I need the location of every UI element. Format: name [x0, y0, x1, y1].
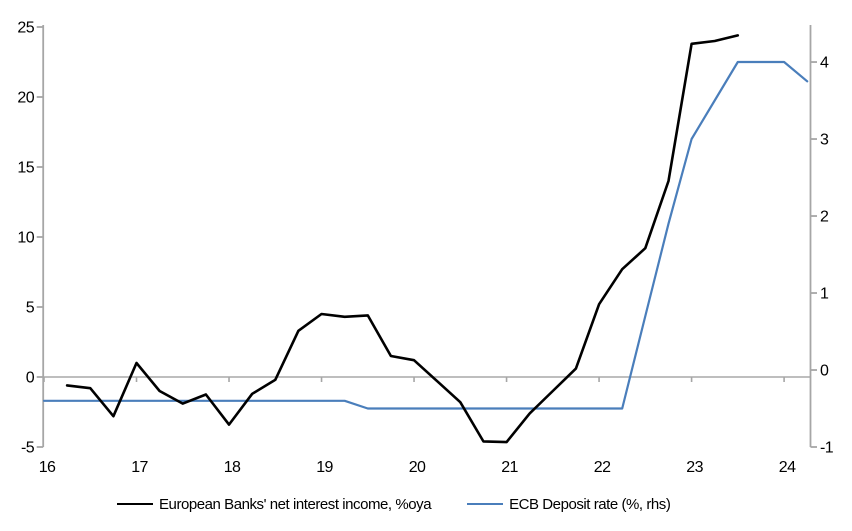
legend-label-net-interest-income: European Banks' net interest income, %oy… — [159, 495, 432, 513]
x-axis-tick-label: 20 — [409, 459, 426, 476]
left-axis-tick-label: -5 — [21, 440, 35, 457]
x-axis-tick-label: 16 — [39, 459, 56, 476]
legend-item-ecb-deposit-rate: ECB Deposit rate (%, rhs) — [467, 495, 671, 513]
left-axis-tick-label: 5 — [26, 300, 35, 317]
x-axis-tick-label: 18 — [224, 459, 241, 476]
right-axis-tick-label: 3 — [820, 132, 829, 149]
legend: European Banks' net interest income, %oy… — [0, 483, 852, 525]
series-line-net-interest-income — [65, 34, 740, 444]
left-axis-tick-label: 10 — [17, 230, 34, 247]
x-axis: 16 17 18 19 20 21 22 23 24 — [39, 377, 797, 476]
x-axis-tick-label: 24 — [779, 459, 796, 476]
series-line-ecb-deposit-rate — [42, 60, 809, 410]
legend-line-swatch-black — [117, 502, 153, 506]
right-axis-tick-label: 4 — [820, 55, 829, 72]
right-axis-tick-label: 1 — [820, 286, 829, 303]
x-axis-tick-label: 17 — [131, 459, 148, 476]
left-axis: -5 0 5 10 15 20 25 — [17, 20, 45, 457]
legend-line-swatch-blue — [467, 502, 504, 506]
x-axis-tick-label: 23 — [686, 459, 703, 476]
x-axis-tick-label: 22 — [594, 459, 611, 476]
legend-item-net-interest-income: European Banks' net interest income, %oy… — [117, 495, 432, 513]
left-axis-tick-label: 15 — [17, 160, 34, 177]
right-axis-tick-label: 0 — [820, 363, 829, 380]
left-axis-tick-label: 25 — [17, 20, 34, 37]
x-axis-tick-label: 19 — [316, 459, 333, 476]
left-axis-tick-label: 20 — [17, 90, 34, 107]
right-axis: -1 0 1 2 3 4 — [809, 25, 834, 457]
right-axis-tick-label: 2 — [820, 209, 829, 226]
x-axis-tick-label: 21 — [501, 459, 518, 476]
legend-label-ecb-deposit-rate: ECB Deposit rate (%, rhs) — [509, 495, 671, 513]
right-axis-tick-label: -1 — [820, 440, 834, 457]
left-axis-tick-label: 0 — [26, 370, 35, 387]
